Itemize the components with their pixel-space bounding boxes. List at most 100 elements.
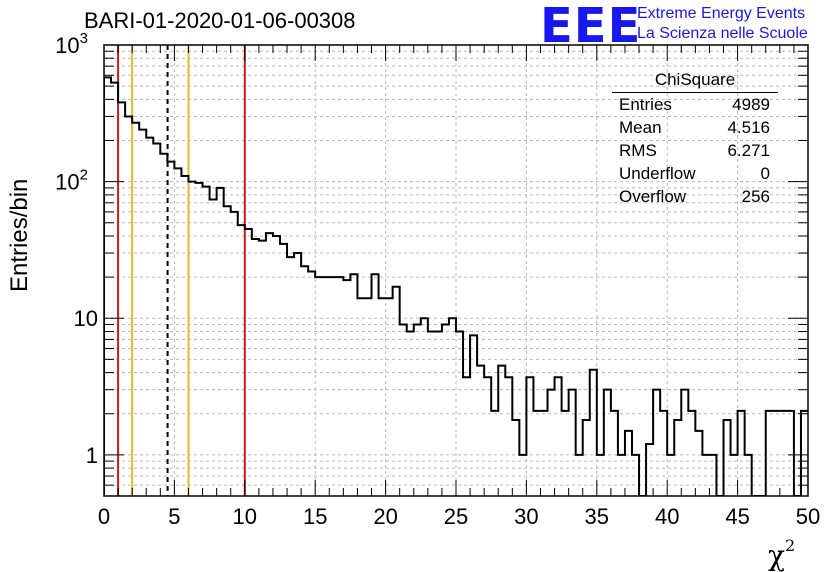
x-tick-label: 0 bbox=[98, 504, 110, 529]
histogram-bin bbox=[393, 287, 400, 496]
logo-line-1: Extreme Energy Events bbox=[637, 5, 806, 22]
histogram-bin bbox=[808, 411, 815, 496]
histogram-bin bbox=[738, 411, 745, 496]
histogram-bin bbox=[407, 331, 414, 496]
histogram-bin bbox=[125, 116, 132, 496]
histogram-bin bbox=[435, 331, 442, 496]
histogram-bin bbox=[287, 257, 294, 496]
histogram-bin bbox=[681, 390, 688, 496]
histogram-bin bbox=[111, 83, 118, 496]
x-tick-label: 20 bbox=[373, 504, 397, 529]
histogram-bin bbox=[604, 390, 611, 496]
histogram-bin bbox=[540, 411, 547, 496]
histogram-bin bbox=[301, 266, 308, 496]
histogram-bin bbox=[379, 298, 386, 496]
y-axis-label: Entries/bin bbox=[6, 178, 33, 292]
stats-row-overflow: Overflow 256 bbox=[612, 185, 778, 208]
histogram-bin bbox=[463, 377, 470, 496]
histogram-bin bbox=[217, 188, 224, 496]
histogram-bin bbox=[146, 138, 153, 496]
histogram-bin bbox=[315, 277, 322, 496]
histogram-bin bbox=[336, 277, 343, 496]
stats-row-rms: RMS 6.271 bbox=[612, 139, 778, 162]
stats-label: Mean bbox=[619, 118, 662, 137]
stats-label: Underflow bbox=[619, 164, 696, 183]
histogram-bin bbox=[456, 331, 463, 496]
histogram-bin bbox=[801, 411, 808, 496]
histogram-bin bbox=[766, 411, 773, 496]
histogram-bin bbox=[231, 212, 238, 496]
x-tick-label: 25 bbox=[444, 504, 468, 529]
x-tick-label: 15 bbox=[303, 504, 327, 529]
x-axis-label: χ2 bbox=[768, 536, 795, 572]
histogram-bin bbox=[548, 390, 555, 496]
histogram-bin bbox=[329, 277, 336, 496]
x-axis-label-exponent: 2 bbox=[784, 536, 796, 555]
histogram-bin bbox=[470, 335, 477, 496]
histogram-bin bbox=[674, 420, 681, 496]
eee-logo: EEE bbox=[540, 0, 642, 54]
histogram-bin bbox=[203, 187, 210, 496]
histogram-bin bbox=[153, 144, 160, 496]
stats-row-entries: Entries 4989 bbox=[612, 93, 778, 116]
x-tick-label: 35 bbox=[585, 504, 609, 529]
stats-box: ChiSquare Entries 4989 Mean 4.516 RMS 6.271… bbox=[612, 70, 778, 208]
histogram-bin bbox=[745, 455, 752, 496]
stats-label: Overflow bbox=[619, 187, 687, 206]
histogram-bin bbox=[498, 366, 505, 496]
histogram-bin bbox=[526, 377, 533, 496]
stats-value: 256 bbox=[741, 187, 770, 206]
histogram-bin bbox=[273, 236, 280, 496]
y-tick-label: 103 bbox=[55, 30, 88, 58]
stats-row-underflow: Underflow 0 bbox=[612, 162, 778, 185]
histogram-bin bbox=[174, 168, 181, 496]
histogram-bin bbox=[266, 233, 273, 496]
y-tick-label: 1 bbox=[86, 443, 98, 468]
histogram-bin bbox=[590, 370, 597, 496]
histogram-bin bbox=[555, 377, 562, 496]
histogram-bin bbox=[210, 199, 217, 496]
histogram-bin bbox=[519, 455, 526, 496]
histogram-bin bbox=[386, 298, 393, 496]
histogram-bin bbox=[442, 324, 449, 496]
stats-row-mean: Mean 4.516 bbox=[612, 116, 778, 139]
histogram-bin bbox=[400, 324, 407, 496]
histogram-bin bbox=[322, 277, 329, 496]
histogram-bin bbox=[583, 420, 590, 496]
histogram-bin bbox=[702, 455, 709, 496]
x-tick-label: 30 bbox=[514, 504, 538, 529]
histogram-bin bbox=[167, 162, 174, 496]
x-axis-label-base: χ bbox=[768, 539, 785, 572]
histogram-bin bbox=[695, 431, 702, 496]
histogram-bin bbox=[731, 455, 738, 496]
histogram-bin bbox=[357, 298, 364, 496]
histogram-bin bbox=[372, 274, 379, 496]
histogram-bin bbox=[160, 154, 167, 496]
histogram-bin bbox=[822, 455, 829, 496]
histogram-bin bbox=[533, 411, 540, 496]
histogram-bin bbox=[611, 411, 618, 496]
histogram-bin bbox=[477, 366, 484, 496]
histogram-bin bbox=[815, 411, 822, 496]
histogram-bin bbox=[562, 411, 569, 496]
x-tick-label: 45 bbox=[725, 504, 749, 529]
histogram-bin bbox=[238, 225, 245, 496]
histogram-bin bbox=[484, 377, 491, 496]
histogram-bin bbox=[139, 130, 146, 496]
x-tick-label: 50 bbox=[796, 504, 820, 529]
stats-value: 0 bbox=[760, 164, 770, 183]
histogram-bin bbox=[505, 377, 512, 496]
stats-label: RMS bbox=[619, 141, 657, 160]
y-tick-label: 10 bbox=[74, 306, 98, 331]
histogram-bin bbox=[350, 274, 357, 496]
histogram-bin bbox=[569, 390, 576, 496]
histogram-bin bbox=[132, 123, 139, 496]
histogram-bin bbox=[653, 390, 660, 496]
histogram-bin bbox=[491, 411, 498, 496]
histogram-bin bbox=[512, 420, 519, 496]
histogram-bin bbox=[646, 444, 653, 496]
histogram-bin bbox=[709, 455, 716, 496]
histogram-bin bbox=[118, 102, 125, 496]
